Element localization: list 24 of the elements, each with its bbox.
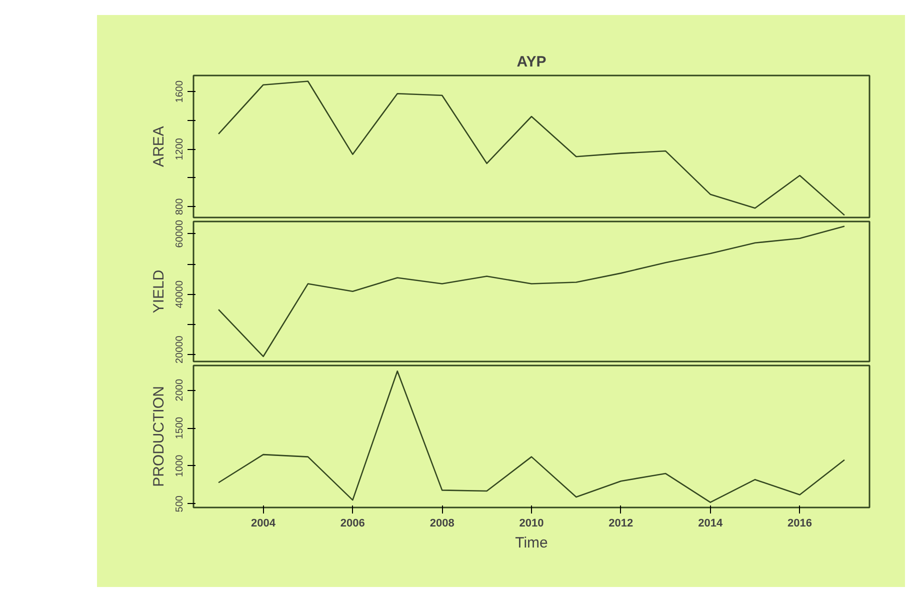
y-tick-label: 2000 (174, 378, 186, 402)
y-tick-label: 60000 (174, 219, 186, 248)
x-tick-label: 2006 (340, 518, 365, 530)
y-tick-label: 1600 (174, 80, 186, 103)
y-tick-label: 1200 (174, 138, 186, 160)
chart-title: AYP (516, 54, 546, 70)
x-tick-label: 2012 (608, 518, 634, 530)
y-tick-label: 500 (174, 495, 186, 512)
y-tick-label: 40000 (174, 280, 186, 308)
x-tick-label: 2010 (519, 518, 544, 530)
line-series (218, 370, 846, 503)
line-series (218, 80, 846, 216)
x-tick-label: 2016 (788, 518, 812, 530)
y-tick-label: 1000 (174, 454, 186, 478)
y-tick-label: 800 (174, 198, 186, 216)
x-tick-label: 2004 (251, 518, 276, 530)
y-tick-label: 20000 (174, 335, 186, 364)
x-tick-label: 2008 (430, 518, 454, 530)
y-axis-title: PRODUCTION (150, 386, 168, 487)
x-tick-label: 2014 (698, 518, 724, 530)
y-tick-label: 1500 (174, 416, 186, 440)
y-axis-title: YIELD (150, 270, 168, 314)
x-axis-title: Time (515, 534, 548, 552)
y-axis-title: AREA (150, 126, 168, 167)
